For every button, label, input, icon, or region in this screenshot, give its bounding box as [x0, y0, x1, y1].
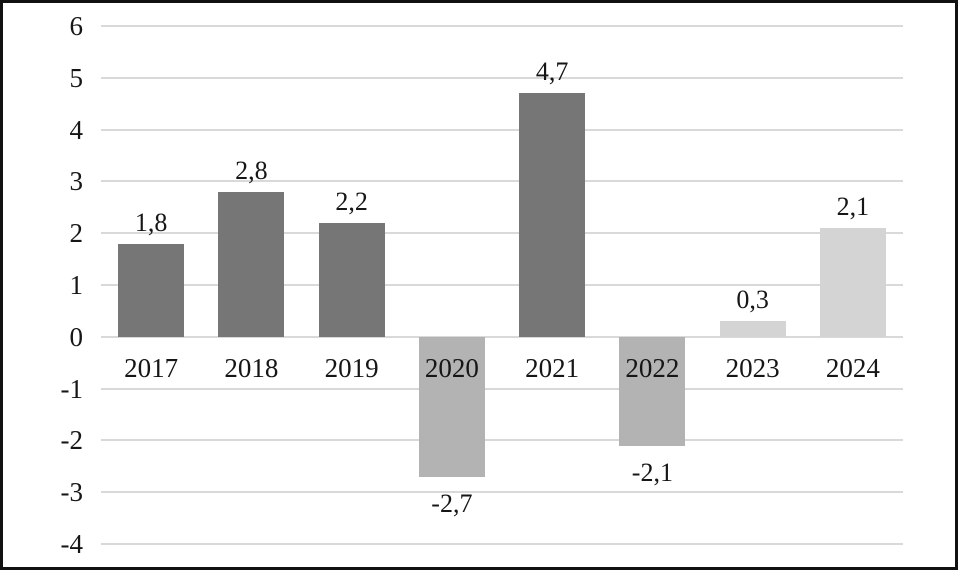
x-axis-label-2020: 2020 [424, 352, 479, 383]
y-axis-tick-6: 6 [69, 11, 84, 41]
bar-2024 [819, 228, 886, 337]
gridline-y-5 [101, 76, 903, 79]
gridline-y--2 [101, 439, 903, 442]
x-axis-label-2022: 2022 [625, 352, 680, 383]
value-label-2019: 2,2 [335, 186, 368, 216]
y-axis-tick-5: 5 [69, 62, 84, 93]
gridline-y-4 [101, 128, 903, 131]
y-axis-tick--1: -1 [60, 373, 84, 404]
value-label-2024: 2,1 [836, 192, 870, 222]
value-label-2021: 4,7 [535, 57, 569, 87]
x-axis-label-2017: 2017 [124, 352, 179, 383]
y-axis-tick--4: -4 [60, 529, 84, 559]
x-axis-label-2018: 2018 [224, 352, 279, 383]
value-label-2020: -2,7 [431, 488, 473, 518]
bar-2021 [519, 93, 586, 337]
y-axis-tick-4: 4 [69, 114, 84, 145]
value-label-2017: 1,8 [134, 207, 168, 237]
gridline-y-3 [101, 180, 903, 183]
gridline-y--3 [101, 491, 903, 494]
bar-2022 [619, 336, 686, 446]
y-axis-tick-2: 2 [69, 218, 84, 249]
bar-2018 [218, 191, 285, 337]
value-label-2018: 2,8 [235, 155, 268, 185]
y-axis-tick-0: 0 [69, 321, 84, 352]
value-label-2023: 0,3 [736, 285, 769, 315]
bar-2020 [418, 336, 485, 477]
gridline-y-1 [101, 284, 903, 286]
gridline-y-6 [101, 25, 903, 27]
bar-2017 [118, 243, 185, 337]
x-axis-label-2024: 2024 [825, 352, 880, 383]
x-axis-label-2019: 2019 [324, 352, 379, 383]
y-axis-tick-1: 1 [69, 270, 84, 300]
y-axis-tick-3: 3 [69, 166, 84, 197]
value-label-2022: -2,1 [631, 457, 673, 487]
gridline-y-2 [101, 232, 903, 235]
x-axis-label-2023: 2023 [725, 352, 780, 383]
gridline-y--4 [101, 543, 903, 545]
y-axis-tick--2: -2 [60, 425, 84, 456]
gridline-y--1 [101, 387, 903, 390]
x-axis-label-2021: 2021 [525, 352, 580, 383]
bar-2023 [719, 321, 786, 337]
y-axis-tick--3: -3 [60, 477, 84, 508]
gridline-y-0 [101, 335, 903, 338]
bar-2019 [318, 222, 385, 337]
